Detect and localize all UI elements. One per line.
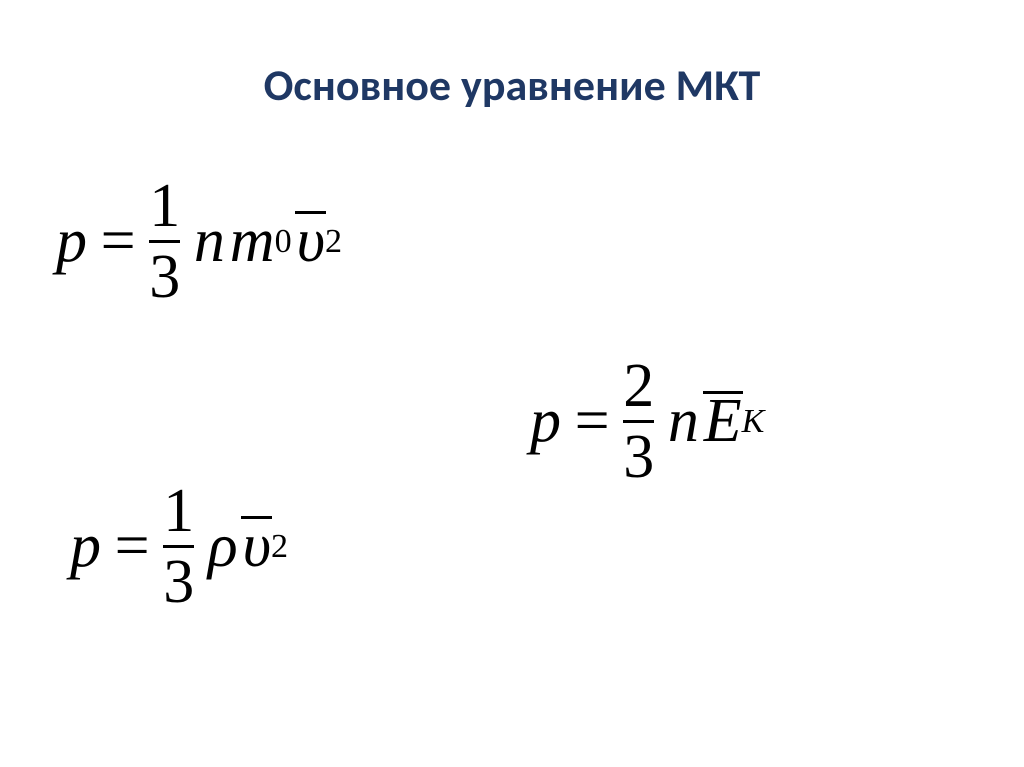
eq2-fraction: 1 3: [163, 480, 194, 613]
eq3-equals: =: [575, 386, 610, 457]
slide: Основное уравнение МКТ p = 1 3 n m 0 υ 2…: [0, 0, 1024, 767]
eq1-v-bar: υ: [297, 206, 325, 277]
slide-title: Основное уравнение МКТ: [0, 58, 1024, 112]
eq1-m: m: [230, 206, 275, 277]
eq1-m-sub: 0: [275, 223, 292, 261]
eq2-v: υ: [243, 512, 271, 580]
eq1-n: n: [194, 206, 225, 277]
eq2-frac-den: 3: [163, 551, 194, 613]
eq3-frac-num: 2: [623, 355, 654, 417]
eq2-lhs: p: [70, 511, 101, 582]
eq2-equals: =: [115, 511, 150, 582]
eq2-frac-num: 1: [163, 480, 194, 542]
eq3-fraction: 2 3: [623, 355, 654, 488]
eq1-v-sup: 2: [325, 223, 342, 261]
eq3-frac-den: 3: [623, 426, 654, 488]
eq3-E-bar: E: [704, 386, 742, 457]
eq1-v: υ: [297, 207, 325, 275]
equation-2: p = 1 3 ρ υ 2: [70, 480, 288, 613]
eq3-E-sub: К: [742, 403, 765, 441]
eq1-frac-den: 3: [149, 246, 180, 308]
eq2-rho: ρ: [208, 511, 238, 582]
equation-1: p = 1 3 n m 0 υ 2: [56, 175, 342, 308]
eq1-equals: =: [101, 206, 136, 277]
eq1-lhs: p: [56, 206, 87, 277]
eq1-fraction: 1 3: [149, 175, 180, 308]
eq2-v-bar: υ: [243, 511, 271, 582]
equation-3: p = 2 3 n E К: [530, 355, 764, 488]
eq3-n: n: [668, 386, 699, 457]
eq3-lhs: p: [530, 386, 561, 457]
eq3-E: E: [704, 387, 742, 455]
eq1-frac-num: 1: [149, 175, 180, 237]
eq2-v-sup: 2: [271, 528, 288, 566]
